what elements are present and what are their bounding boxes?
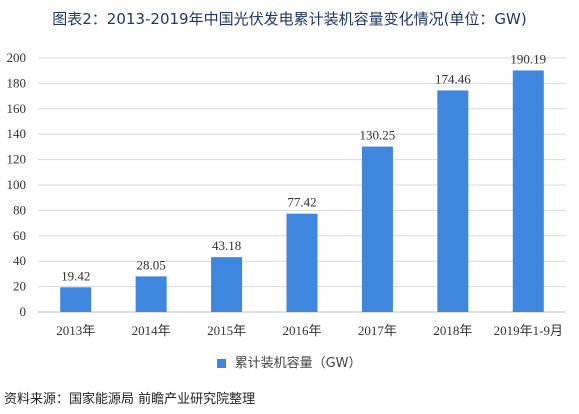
y-tick-label: 80 (13, 202, 26, 217)
y-tick-label: 0 (20, 304, 27, 319)
bar (512, 70, 544, 312)
x-tick-label: 2015年 (207, 323, 246, 338)
chart-title: 图表2：2013-2019年中国光伏发电累计装机容量变化情况(单位：GW) (52, 10, 527, 28)
y-tick-label: 120 (7, 152, 27, 167)
legend: 累计装机容量（GW） (0, 352, 579, 371)
data-label: 28.05 (137, 257, 166, 272)
y-tick-label: 180 (7, 75, 27, 90)
y-tick-label: 40 (13, 253, 26, 268)
data-label: 19.42 (61, 268, 90, 283)
bar (286, 213, 318, 312)
legend-swatch (217, 359, 227, 368)
data-label: 77.42 (287, 195, 316, 210)
x-tick-label: 2014年 (132, 323, 171, 338)
x-tick-label: 2019年1-9月 (494, 323, 563, 338)
y-tick-label: 100 (7, 177, 27, 192)
bars (60, 70, 544, 313)
y-tick-label: 140 (7, 126, 27, 141)
y-axis-ticks: 0 20 40 60 80 100 120 140 160 180 200 (7, 50, 27, 319)
bar (361, 146, 393, 312)
data-label: 130.25 (360, 128, 396, 143)
y-tick-label: 20 (13, 279, 26, 294)
y-tick-label: 200 (7, 50, 27, 65)
x-tick-label: 2018年 (433, 323, 472, 338)
data-label: 43.18 (212, 238, 241, 253)
y-tick-label: 60 (13, 228, 26, 243)
x-tick-label: 2016年 (282, 323, 321, 338)
source-note: 资料来源：国家能源局 前瞻产业研究院整理 (4, 392, 256, 407)
bar (60, 287, 92, 312)
x-tick-label: 2013年 (56, 323, 95, 338)
bar (211, 257, 243, 312)
legend-label: 累计装机容量（GW） (234, 356, 362, 371)
data-labels: 19.42 28.05 43.18 77.42 130.25 174.46 190.19 (61, 51, 546, 283)
x-axis-ticks: 2013年 2014年 2015年 2016年 2017年 2018年 2019年1-9月 (56, 323, 563, 338)
x-tick-label: 2017年 (358, 323, 397, 338)
data-label: 174.46 (435, 71, 471, 86)
bar (437, 90, 469, 313)
data-label: 190.19 (510, 51, 546, 66)
y-tick-label: 160 (7, 101, 27, 116)
bar (135, 276, 167, 312)
